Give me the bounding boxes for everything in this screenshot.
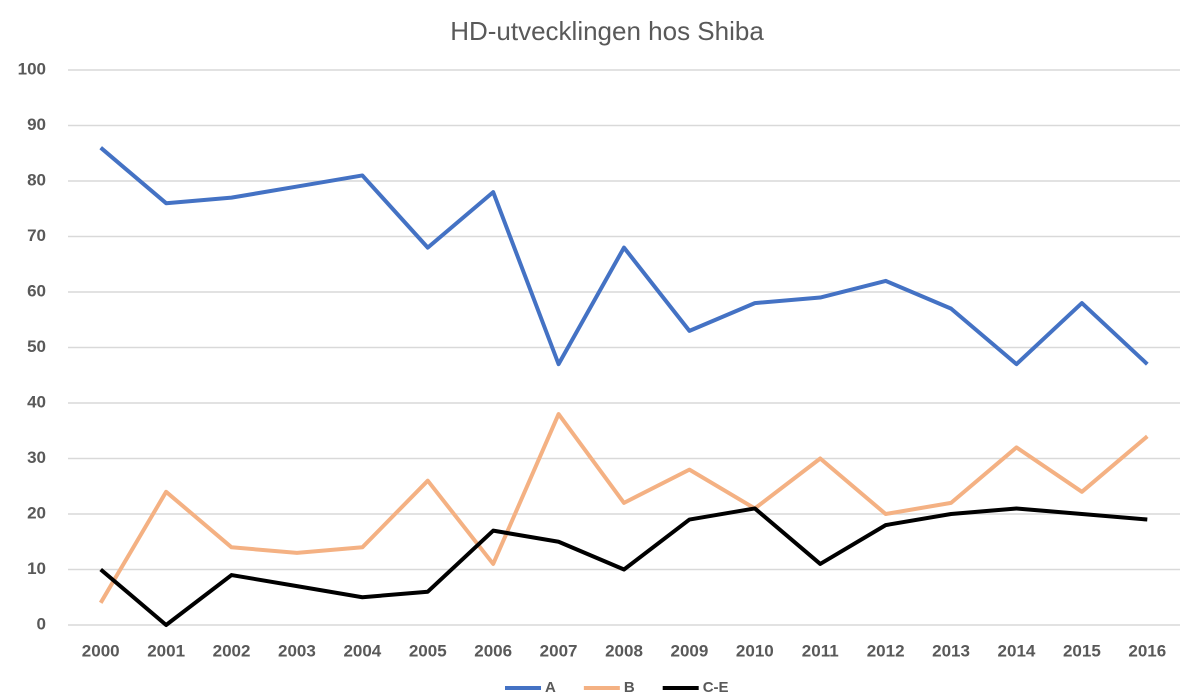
x-tick-label: 2014 — [998, 641, 1036, 660]
y-tick-label: 50 — [27, 337, 46, 356]
series-line — [98, 412, 1149, 604]
legend-label: A — [545, 679, 556, 696]
y-tick-label: 90 — [27, 115, 46, 134]
legend-label: B — [624, 679, 635, 696]
y-tick-label: 40 — [27, 392, 46, 411]
x-tick-label: 2004 — [343, 641, 381, 660]
y-tick-label: 100 — [18, 59, 46, 78]
y-tick-label: 80 — [27, 170, 46, 189]
y-tick-label: 0 — [37, 614, 46, 633]
chart-title: HD-utvecklingen hos Shiba — [450, 16, 764, 46]
x-tick-label: 2015 — [1063, 641, 1101, 660]
x-tick-label: 2006 — [474, 641, 512, 660]
legend-label: C-E — [703, 679, 729, 696]
x-tick-label: 2001 — [147, 641, 185, 660]
x-tick-label: 2005 — [409, 641, 447, 660]
series-line — [99, 506, 1148, 627]
y-tick-label: 30 — [27, 448, 46, 467]
y-tick-label: 20 — [27, 503, 46, 522]
x-tick-label: 2016 — [1128, 641, 1166, 660]
series-line — [99, 146, 1149, 367]
y-tick-label: 70 — [27, 226, 46, 245]
x-tick-label: 2013 — [932, 641, 970, 660]
x-tick-label: 2008 — [605, 641, 643, 660]
y-tick-label: 60 — [27, 281, 46, 300]
x-tick-label: 2011 — [802, 641, 839, 660]
x-tick-label: 2010 — [736, 641, 774, 660]
x-tick-label: 2009 — [670, 641, 708, 660]
x-tick-label: 2000 — [82, 641, 120, 660]
x-tick-label: 2003 — [278, 641, 316, 660]
x-tick-label: 2012 — [867, 641, 905, 660]
y-tick-label: 10 — [27, 559, 46, 578]
x-tick-label: 2002 — [213, 641, 251, 660]
x-tick-label: 2007 — [540, 641, 578, 660]
